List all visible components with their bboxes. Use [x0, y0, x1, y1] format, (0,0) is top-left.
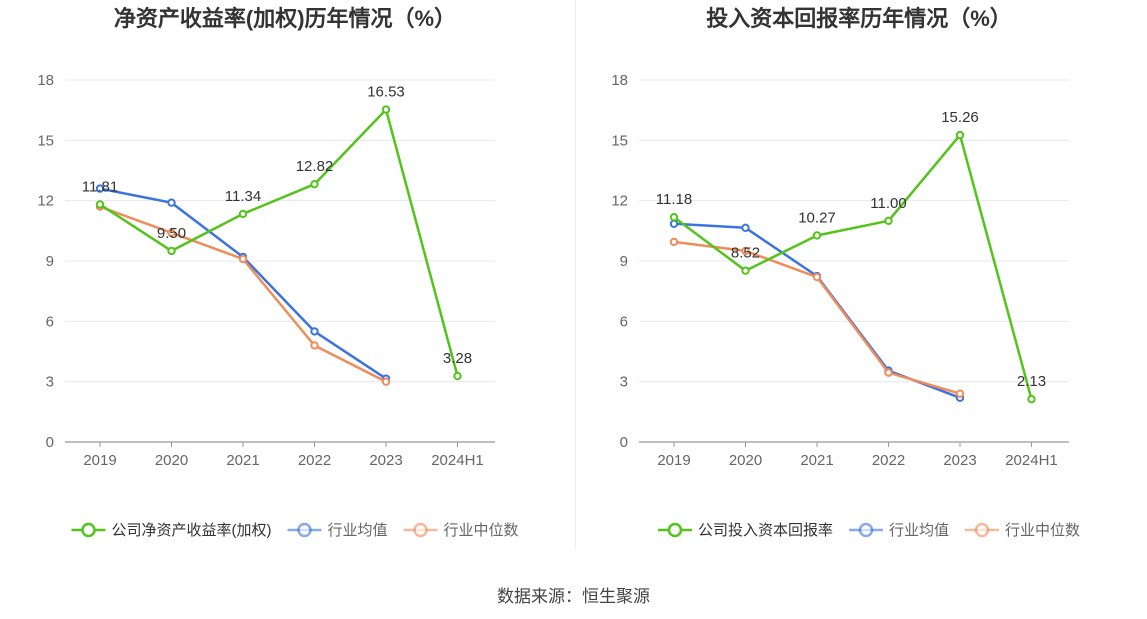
data-point — [669, 212, 679, 222]
legend: 公司投入资本回报率 行业均值 行业中位数 — [657, 522, 1080, 539]
data-label: 8.52 — [731, 245, 760, 262]
data-point — [955, 130, 965, 140]
legend-marker — [858, 522, 874, 538]
data-point — [741, 246, 750, 256]
data-point — [812, 231, 822, 240]
series-line — [99, 108, 459, 377]
y-tick-label: 9 — [620, 253, 628, 270]
data-label: 11.81 — [82, 178, 118, 195]
chart-panel-roe: 净资产收益率(加权)历年情况（%） 0 3 6 9 12 15 18 2019 2020 2021 2… — [0, 0, 574, 560]
legend-marker — [413, 522, 428, 538]
y-tick-label: 15 — [611, 132, 628, 149]
data-point — [884, 368, 893, 377]
data-point — [310, 327, 319, 336]
data-point — [95, 200, 105, 209]
y-tick-label: 6 — [46, 313, 54, 330]
data-point — [167, 198, 176, 207]
x-tick-label: 2023 — [943, 452, 976, 469]
x-tick-label: 2024H1 — [1005, 452, 1058, 469]
line-chart: 投入资本回报率历年情况（%） 0 3 6 9 12 15 18 2019 2020 2021 2022… — [611, 6, 1080, 539]
chart-title: 投入资本回报率历年情况（%） — [706, 6, 1012, 31]
data-label: 10.27 — [798, 209, 836, 226]
y-tick-label: 12 — [37, 193, 54, 210]
legend-label: 行业中位数 — [1005, 522, 1080, 539]
data-point — [669, 219, 679, 228]
data-point — [95, 184, 105, 193]
x-tick-label: 2024H1 — [431, 452, 484, 469]
line-chart: 净资产收益率(加权)历年情况（%） 0 3 6 9 12 15 18 2019 2020 2021 2… — [37, 6, 519, 539]
data-label: 9.50 — [157, 225, 186, 242]
y-tick-label: 0 — [620, 434, 628, 451]
legend-label: 行业中位数 — [444, 522, 519, 539]
y-tick-label: 3 — [46, 374, 54, 391]
legend-label: 行业均值 — [889, 522, 949, 539]
x-tick-label: 2021 — [226, 452, 259, 469]
chart-title: 净资产收益率(加权)历年情况（%） — [114, 6, 456, 31]
legend-item: 行业均值 — [848, 522, 949, 539]
data-point — [812, 272, 822, 282]
series-line — [673, 240, 961, 395]
data-point — [310, 179, 319, 189]
data-label: 11.00 — [870, 195, 906, 212]
y-tick-label: 9 — [46, 253, 54, 270]
y-tick-label: 0 — [46, 434, 54, 451]
legend-item: 公司投入资本回报率 — [657, 522, 833, 539]
legend-label: 公司投入资本回报率 — [698, 522, 833, 539]
data-point — [884, 216, 893, 225]
x-tick-label: 2019 — [657, 452, 690, 469]
data-point — [669, 237, 679, 247]
x-tick-label: 2020 — [729, 452, 762, 469]
data-label: 16.53 — [367, 84, 405, 101]
legend-marker — [667, 522, 683, 538]
y-tick-label: 18 — [37, 72, 54, 89]
data-point — [238, 209, 248, 219]
data-source: 数据来源：恒生聚源 — [497, 587, 650, 606]
data-point — [1027, 394, 1036, 404]
x-tick-label: 2019 — [83, 452, 116, 469]
data-label: 11.34 — [225, 188, 261, 205]
y-tick-label: 12 — [611, 193, 628, 210]
legend-item: 公司净资产收益率(加权) — [71, 522, 271, 539]
x-tick-label: 2021 — [800, 452, 833, 469]
data-point — [741, 223, 750, 233]
y-tick-label: 6 — [620, 313, 628, 330]
data-point — [453, 371, 462, 381]
data-point — [741, 266, 750, 275]
data-point — [167, 228, 176, 238]
x-tick-label: 2023 — [369, 452, 402, 469]
legend-marker — [974, 522, 990, 538]
x-tick-label: 2022 — [298, 452, 331, 469]
data-point — [381, 377, 391, 386]
y-tick-label: 15 — [37, 132, 54, 149]
legend-item: 行业中位数 — [403, 522, 519, 539]
y-tick-label: 3 — [620, 374, 628, 391]
legend-marker — [297, 522, 312, 538]
data-point — [238, 254, 248, 264]
data-label: 11.18 — [656, 191, 692, 208]
legend-item: 行业均值 — [287, 522, 388, 539]
legend: 公司净资产收益率(加权) 行业均值 行业中位数 — [71, 522, 519, 539]
data-label: 12.82 — [296, 158, 334, 175]
panel-divider — [575, 0, 576, 550]
data-point — [310, 341, 319, 350]
legend-label: 公司净资产收益率(加权) — [111, 522, 271, 539]
data-point — [955, 389, 965, 398]
x-tick-label: 2022 — [872, 452, 905, 469]
legend-item: 行业中位数 — [965, 522, 1080, 539]
data-label: 15.26 — [941, 109, 979, 126]
chart-panel-roic: 投入资本回报率历年情况（%） 0 3 6 9 12 15 18 2019 2020 2021 2022… — [574, 0, 1147, 560]
series-line — [673, 133, 1033, 400]
x-tick-label: 2020 — [155, 452, 188, 469]
y-tick-label: 18 — [611, 72, 628, 89]
data-label: 3.28 — [443, 350, 472, 367]
data-label: 2.13 — [1017, 373, 1046, 390]
data-point — [381, 105, 391, 114]
legend-marker — [81, 522, 96, 538]
legend-label: 行业均值 — [327, 522, 387, 539]
data-point — [167, 246, 176, 256]
